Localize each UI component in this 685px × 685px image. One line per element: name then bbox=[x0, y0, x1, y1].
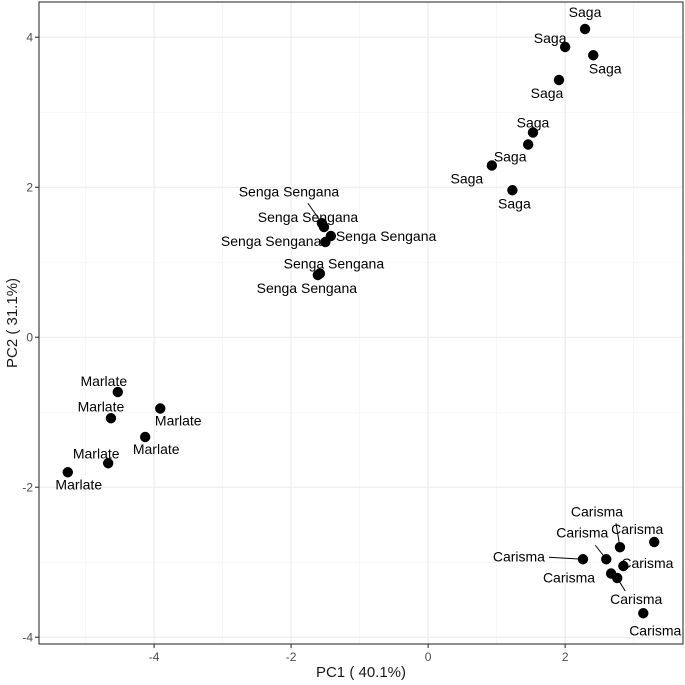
y-axis-title: PC2 ( 31.1%) bbox=[4, 278, 21, 368]
point-label: Carisma bbox=[556, 524, 608, 540]
y-tick-label: 0 bbox=[26, 330, 33, 344]
data-point bbox=[638, 608, 649, 619]
panel-border bbox=[38, 1, 684, 645]
data-point bbox=[62, 467, 73, 478]
point-label: Saga bbox=[531, 85, 564, 101]
point-label: Saga bbox=[498, 195, 531, 211]
data-point bbox=[522, 139, 534, 150]
point-label: Saga bbox=[569, 4, 602, 20]
point-label: Carisma bbox=[629, 622, 681, 638]
y-axis-ticks: -4 -2 0 2 4 bbox=[22, 30, 39, 644]
panel-background bbox=[39, 2, 683, 644]
data-point bbox=[320, 236, 331, 248]
data-points bbox=[62, 23, 660, 619]
grid-major bbox=[39, 2, 683, 644]
data-point bbox=[614, 542, 626, 553]
data-point bbox=[618, 560, 629, 572]
y-tick-label: -2 bbox=[22, 480, 33, 494]
point-label: Saga bbox=[451, 171, 484, 187]
point-label: Senga Sengana bbox=[239, 183, 340, 199]
point-label: Carisma bbox=[571, 503, 623, 519]
data-point bbox=[486, 160, 498, 171]
x-axis-title: PC1 ( 40.1%) bbox=[316, 664, 406, 681]
point-label: Marlate bbox=[155, 413, 202, 429]
point-label: Marlate bbox=[133, 441, 180, 457]
grid-minor bbox=[39, 2, 683, 644]
point-label: Carisma bbox=[493, 548, 545, 564]
point-label: Carisma bbox=[621, 555, 673, 571]
point-label: Senga Sengana bbox=[257, 280, 358, 296]
point-label: Saga bbox=[589, 60, 622, 76]
data-point bbox=[105, 413, 117, 424]
point-label: Senga Sengana bbox=[284, 256, 385, 272]
y-tick-label: -4 bbox=[22, 630, 33, 644]
x-tick-label: 0 bbox=[425, 650, 432, 664]
point-label: Marlate bbox=[78, 398, 125, 414]
data-point bbox=[312, 269, 324, 281]
data-point bbox=[577, 554, 589, 565]
data-point bbox=[527, 127, 539, 138]
point-label: Marlate bbox=[73, 445, 120, 461]
data-point bbox=[112, 386, 123, 398]
data-point bbox=[612, 572, 623, 584]
data-point bbox=[601, 554, 612, 565]
point-label: Saga bbox=[494, 149, 527, 165]
x-tick-label: -4 bbox=[149, 650, 160, 664]
y-tick-label: 2 bbox=[26, 180, 33, 194]
data-point bbox=[588, 50, 599, 61]
point-label: Senga Sengana bbox=[336, 228, 437, 244]
data-point bbox=[559, 41, 571, 53]
data-point bbox=[579, 23, 591, 35]
point-label: Saga bbox=[517, 115, 550, 131]
data-point bbox=[507, 185, 518, 196]
point-label: Carisma bbox=[611, 521, 663, 537]
data-point bbox=[139, 431, 151, 443]
point-label: Carisma bbox=[543, 570, 595, 586]
point-label: Saga bbox=[534, 30, 567, 46]
point-label: Carisma bbox=[610, 591, 662, 607]
x-tick-label: -2 bbox=[286, 650, 297, 664]
point-label: Marlate bbox=[80, 373, 127, 389]
data-point bbox=[155, 403, 166, 414]
label-leader-line bbox=[548, 556, 584, 560]
point-label: Marlate bbox=[55, 476, 102, 492]
x-tick-label: 2 bbox=[562, 650, 569, 664]
point-label: Senga Sengana bbox=[221, 233, 322, 249]
x-axis-ticks: -4 -2 0 2 bbox=[149, 644, 569, 664]
point-label: Senga Sengana bbox=[258, 209, 359, 225]
y-tick-label: 4 bbox=[26, 30, 33, 44]
data-point bbox=[649, 536, 660, 548]
data-point bbox=[553, 74, 565, 86]
data-point bbox=[318, 221, 330, 233]
data-point bbox=[102, 458, 114, 469]
